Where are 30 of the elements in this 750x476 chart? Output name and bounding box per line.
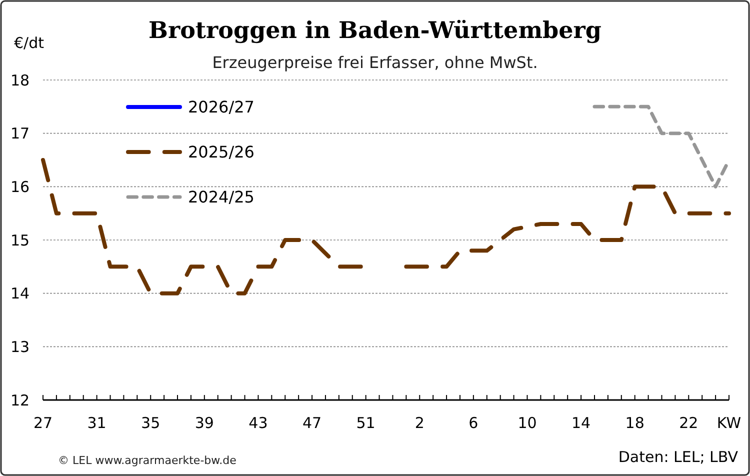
x-tick-label: 27: [33, 414, 53, 432]
x-tick-label: 2: [414, 414, 424, 432]
y-tick-label: 14: [10, 284, 30, 303]
x-tick-label: 43: [248, 414, 268, 432]
line-series: [592, 104, 731, 188]
x-tick-label: 51: [356, 414, 376, 432]
x-axis-title: KW: [716, 414, 742, 432]
text: Daten: LEL; LBV: [618, 448, 739, 466]
y-tick-label: 17: [10, 124, 30, 143]
y-tick-label: 16: [10, 178, 30, 196]
text: © LEL www.agrarmaerkte-bw.de: [58, 454, 237, 467]
x-tick-label: 18: [625, 414, 644, 432]
x-tick-label: 22: [679, 414, 698, 432]
legend-label: 2026/27: [188, 98, 254, 117]
x-tick-label: 35: [141, 414, 160, 432]
y-tick-label: 18: [10, 71, 30, 90]
y-tick-label: 13: [10, 338, 30, 356]
chart-subtitle: Erzeugerpreise frei Erfasser, ohne MwSt.: [212, 53, 538, 72]
y-tick-label: 15: [10, 231, 30, 250]
x-tick-label: 14: [571, 414, 591, 432]
x-tick-label: 31: [87, 414, 106, 432]
y-tick-label: 12: [10, 391, 30, 410]
x-tick-label: 47: [302, 414, 322, 432]
legend-label: 2025/26: [188, 142, 254, 162]
x-tick-label: 10: [518, 414, 537, 432]
x-tick-label: 6: [468, 414, 478, 432]
legend-label: 2024/25: [188, 188, 254, 207]
chart-title: Brotroggen in Baden-Württemberg: [148, 17, 602, 44]
y-axis-title: €/dt: [14, 34, 44, 52]
x-tick-label: 39: [194, 414, 214, 432]
